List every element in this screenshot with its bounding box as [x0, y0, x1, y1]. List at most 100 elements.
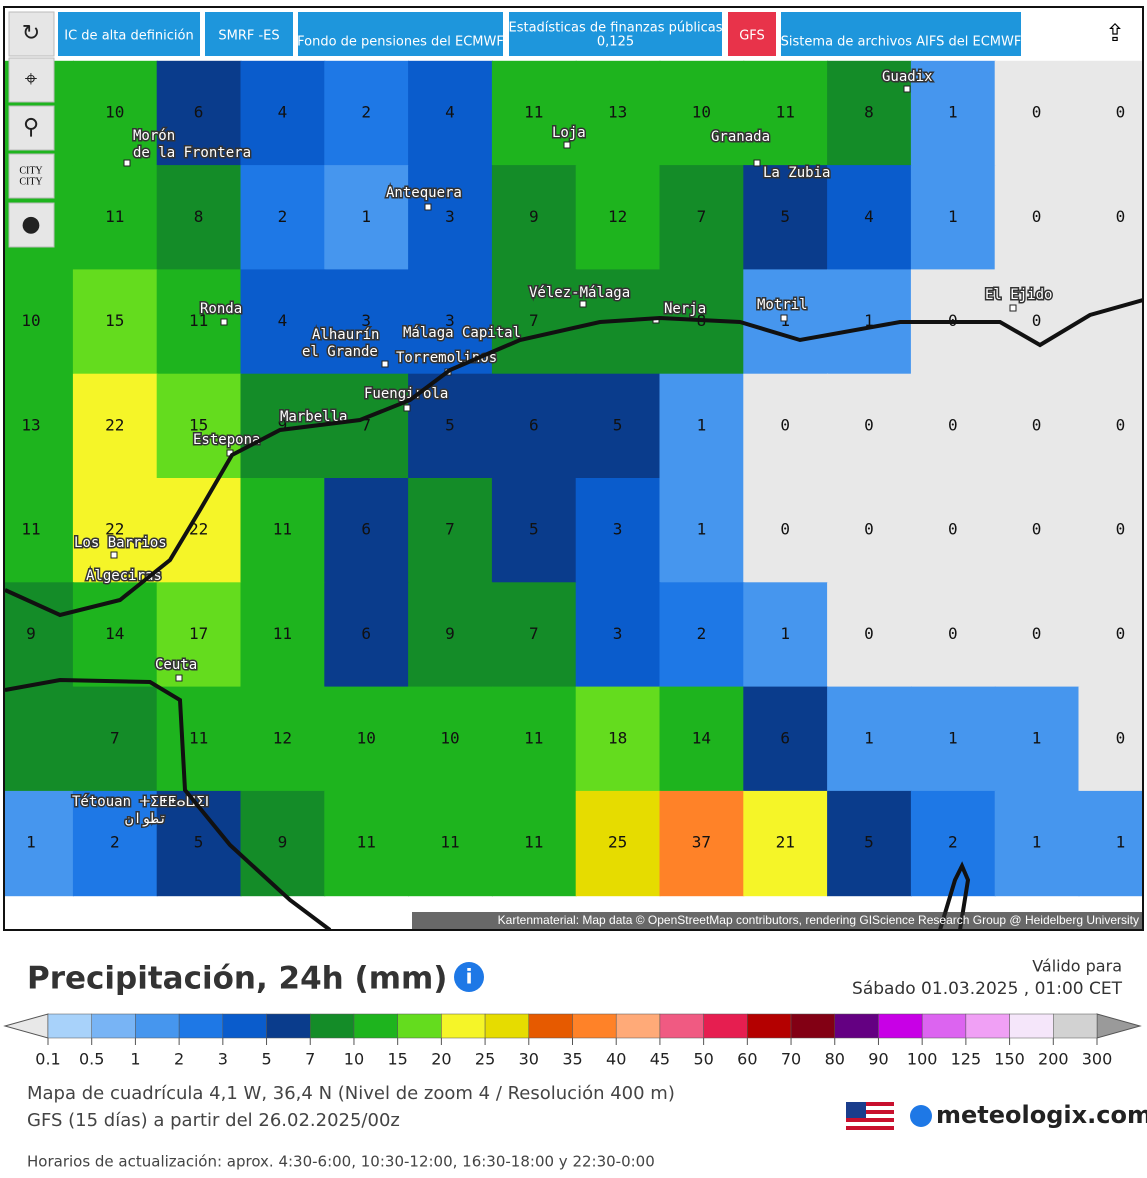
grid-value: 10: [105, 103, 124, 122]
grid-value: 2: [361, 103, 371, 122]
share-button[interactable]: ⇪: [1092, 12, 1138, 56]
legend-swatch: [223, 1014, 267, 1038]
legend-swatch: [573, 1014, 617, 1038]
legend-over: [1097, 1014, 1140, 1038]
legend-swatch: [179, 1014, 223, 1038]
tab-label: 0,125: [597, 35, 634, 50]
grid-value: 2: [110, 833, 120, 852]
legend-tick-label: 5: [261, 1050, 271, 1069]
info-line: GFS (15 días) a partir del 26.02.2025/00…: [27, 1110, 400, 1131]
grid-value: 3: [445, 207, 455, 226]
toolbar-button[interactable]: ⚲: [9, 106, 54, 150]
grid-value: 9: [26, 624, 36, 643]
grid-value: 11: [524, 103, 543, 122]
share-icon: ⇪: [1105, 19, 1125, 47]
grid-value: 1: [697, 520, 707, 539]
grid-cell: [1079, 791, 1147, 896]
grid-value: 25: [608, 833, 627, 852]
grid-value: 2: [278, 207, 288, 226]
toolbar-button[interactable]: ●: [9, 203, 54, 247]
model-tab[interactable]: Sistema de archivos AIFS del ECMWF: [781, 12, 1022, 56]
grid-value: 10: [692, 103, 711, 122]
legend-tick-label: 45: [650, 1050, 670, 1069]
grid-cell: [0, 791, 74, 896]
grid-cell: [1079, 582, 1147, 687]
grid-value: 0: [780, 415, 790, 434]
grid-value: 11: [21, 520, 40, 539]
legend-tick-label: 3: [218, 1050, 228, 1069]
place-label: Granada: [711, 129, 770, 145]
toolbar-button[interactable]: ⌖: [9, 58, 54, 102]
legend-tick-label: 80: [825, 1050, 845, 1069]
legend-tick-label: 0.5: [79, 1050, 104, 1069]
grid-value: 11: [357, 833, 376, 852]
place-dot: [382, 361, 388, 367]
grid-value: 14: [692, 728, 711, 747]
place-label: Ronda: [200, 301, 242, 317]
place-label: Málaga Capital: [403, 325, 521, 341]
info-button[interactable]: i: [454, 962, 484, 992]
grid-cell: [1079, 478, 1147, 583]
grid-value: 13: [21, 415, 40, 434]
place-label: Vélez-Málaga: [529, 285, 630, 301]
grid-value: 11: [524, 833, 543, 852]
grid-value: 0: [948, 520, 958, 539]
grid-value: 0: [1032, 207, 1042, 226]
info-i: i: [466, 965, 473, 989]
place-label: Antequera: [386, 185, 462, 201]
grid-value: 0: [864, 415, 874, 434]
grid-value: 11: [440, 833, 459, 852]
model-tab[interactable]: Fondo de pensiones del ECMWF: [297, 12, 504, 56]
grid-value: 4: [278, 311, 288, 330]
grid-value: 5: [529, 520, 539, 539]
legend-tick-label: 15: [387, 1050, 407, 1069]
toolbar-button[interactable]: ↻: [9, 12, 54, 56]
model-tab[interactable]: GFS: [728, 12, 776, 56]
grid-value: 0: [1032, 624, 1042, 643]
legend-tick-label: 125: [951, 1050, 982, 1069]
button-icon: ⌖: [25, 67, 37, 92]
place-dot: [425, 204, 431, 210]
grid-cell: [0, 687, 74, 792]
tab-label: Fondo de pensiones del ECMWF: [297, 35, 504, 50]
legend-tick-label: 20: [431, 1050, 451, 1069]
grid-value: 11: [105, 207, 124, 226]
grid-value: 10: [440, 728, 459, 747]
grid-value: 5: [194, 833, 204, 852]
city-icon-text: CITY: [19, 176, 42, 187]
grid-cell: [1079, 374, 1147, 479]
place-dot: [221, 319, 227, 325]
legend-tick-label: 70: [781, 1050, 801, 1069]
logo-icon: [910, 1105, 932, 1127]
legend-tick-label: 100: [907, 1050, 938, 1069]
legend-tick-label: 40: [606, 1050, 626, 1069]
grid-value: 15: [105, 311, 124, 330]
grid-cell: [0, 582, 74, 687]
valid-label: Válido para: [1032, 957, 1122, 976]
model-tab[interactable]: IC de alta definición: [58, 12, 200, 56]
grid-value: 7: [445, 520, 455, 539]
info-line: Mapa de cuadrícula 4,1 W, 36,4 N (Nivel …: [27, 1083, 675, 1104]
legend-swatch: [966, 1014, 1010, 1038]
place-label: de la Frontera: [133, 145, 251, 161]
grid-value: 1: [697, 415, 707, 434]
grid-value: 0: [948, 624, 958, 643]
grid-value: 12: [273, 728, 292, 747]
place-dot: [124, 160, 130, 166]
grid-value: 9: [445, 624, 455, 643]
place-label: El Ejido: [985, 287, 1052, 303]
legend-swatch: [398, 1014, 442, 1038]
grid-cell: [1079, 269, 1147, 374]
grid-value: 17: [189, 624, 208, 643]
legend-swatch: [616, 1014, 660, 1038]
grid-value: 1: [948, 103, 958, 122]
legend-swatch: [354, 1014, 398, 1038]
legend-swatch: [791, 1014, 835, 1038]
place-label: Loja: [552, 125, 586, 141]
legend-swatch: [310, 1014, 354, 1038]
flag[interactable]: [846, 1102, 894, 1130]
grid-value: 1: [948, 207, 958, 226]
model-tab[interactable]: SMRF -ES: [205, 12, 293, 56]
